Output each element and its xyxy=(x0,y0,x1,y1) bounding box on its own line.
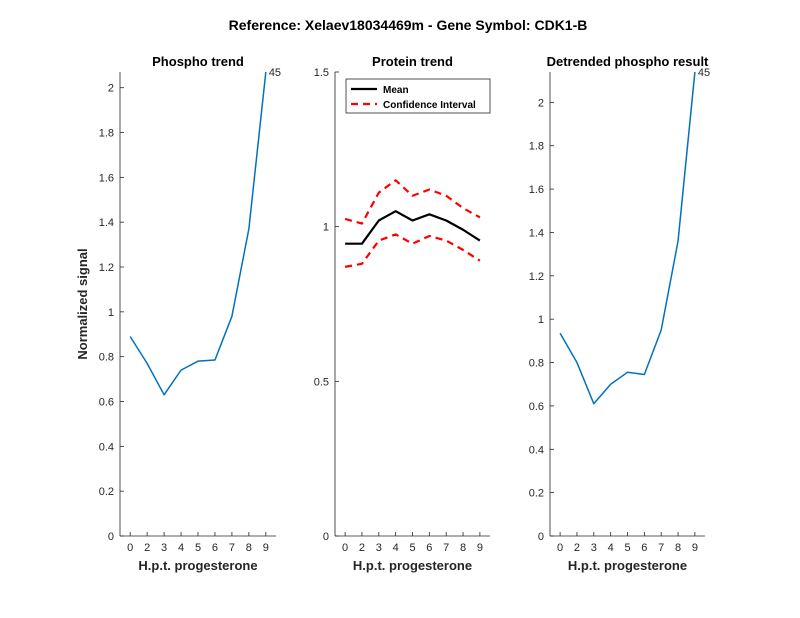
y-tick-label: 0.4 xyxy=(99,441,114,453)
y-tick-label: 0.8 xyxy=(99,352,114,364)
y-tick-label: 1.8 xyxy=(529,141,544,153)
panel-title: Phospho trend xyxy=(152,54,244,69)
x-tick-label: 6 xyxy=(212,542,218,554)
y-tick-label: 1.2 xyxy=(529,271,544,283)
panel-3: 00.20.40.60.811.21.41.61.820 2 3 4 5 6 7 8 9Detr… xyxy=(529,54,710,573)
y-tick-label: 1.2 xyxy=(99,262,114,274)
data-label: 45 xyxy=(698,67,710,79)
x-tick-label: 0 xyxy=(342,542,348,554)
legend-label: Confidence Interval xyxy=(383,100,476,111)
x-tick-label: 4 xyxy=(608,542,614,554)
x-tick-label: 0 xyxy=(127,542,133,554)
x-tick-label: 2 xyxy=(144,542,150,554)
x-tick-label: 7 xyxy=(229,542,235,554)
y-tick-label: 0 xyxy=(108,531,114,543)
figure-title: Reference: Xelaev18034469m - Gene Symbol… xyxy=(229,17,588,33)
x-tick-label: 4 xyxy=(393,542,399,554)
y-tick-label: 1 xyxy=(323,222,329,234)
x-axis-label: H.p.t. progesterone xyxy=(568,558,687,573)
x-tick-label: 8 xyxy=(675,542,681,554)
x-tick-label: 8 xyxy=(246,542,252,554)
y-tick-label: 1.6 xyxy=(99,172,114,184)
y-tick-label: 0 xyxy=(538,531,544,543)
series-line xyxy=(559,71,696,405)
y-tick-label: 2 xyxy=(108,83,114,95)
x-tick-label: 6 xyxy=(426,542,432,554)
ci-upper-line xyxy=(344,179,481,225)
y-tick-label: 1.4 xyxy=(529,227,544,239)
x-tick-label: 2 xyxy=(359,542,365,554)
legend-box xyxy=(345,78,491,114)
x-tick-label: 2 xyxy=(574,542,580,554)
series-line xyxy=(129,71,267,396)
y-tick-label: 0.8 xyxy=(529,358,544,370)
legend-label: Mean xyxy=(383,85,409,96)
y-tick-label: 1.6 xyxy=(529,184,544,196)
data-label: 45 xyxy=(269,67,281,79)
x-tick-label: 8 xyxy=(460,542,466,554)
legend: Mean Confidence Interval xyxy=(345,78,491,114)
y-axis-label: Normalized signal xyxy=(75,248,90,359)
y-tick-label: 0.4 xyxy=(529,444,544,456)
x-tick-label: 6 xyxy=(641,542,647,554)
x-tick-label: 9 xyxy=(692,542,698,554)
x-tick-label: 3 xyxy=(161,542,167,554)
y-tick-label: 1.8 xyxy=(99,128,114,140)
y-tick-label: 0.5 xyxy=(314,376,329,388)
y-tick-label: 1.4 xyxy=(99,217,114,229)
y-tick-label: 0 xyxy=(323,531,329,543)
x-tick-label: 3 xyxy=(376,542,382,554)
x-tick-label: 9 xyxy=(477,542,483,554)
x-tick-label: 9 xyxy=(263,542,269,554)
mean-line xyxy=(345,210,481,245)
x-tick-label: 0 xyxy=(557,542,563,554)
ci-lower-line xyxy=(344,233,481,268)
y-tick-label: 1 xyxy=(538,314,544,326)
x-axis-label: H.p.t. progesterone xyxy=(138,558,257,573)
x-tick-label: 5 xyxy=(409,542,415,554)
x-tick-label: 7 xyxy=(658,542,664,554)
y-tick-label: 0.2 xyxy=(529,488,544,500)
y-tick-label: 0.6 xyxy=(99,397,114,409)
x-axis-label: H.p.t. progesterone xyxy=(353,558,472,573)
y-tick-label: 1.5 xyxy=(314,67,329,79)
x-tick-label: 5 xyxy=(195,542,201,554)
y-tick-label: 2 xyxy=(538,97,544,109)
panel-1: 00.20.40.60.811.21.41.61.820 2 3 4 5 6 7 8 9Phos… xyxy=(75,54,281,573)
panel-title: Protein trend xyxy=(372,54,453,69)
x-tick-label: 3 xyxy=(591,542,597,554)
panel-title: Detrended phospho result xyxy=(547,54,709,69)
x-tick-label: 7 xyxy=(443,542,449,554)
y-tick-label: 1 xyxy=(108,307,114,319)
x-tick-label: 5 xyxy=(624,542,630,554)
y-tick-label: 0.6 xyxy=(529,401,544,413)
y-tick-label: 0.2 xyxy=(99,486,114,498)
x-tick-label: 4 xyxy=(178,542,184,554)
